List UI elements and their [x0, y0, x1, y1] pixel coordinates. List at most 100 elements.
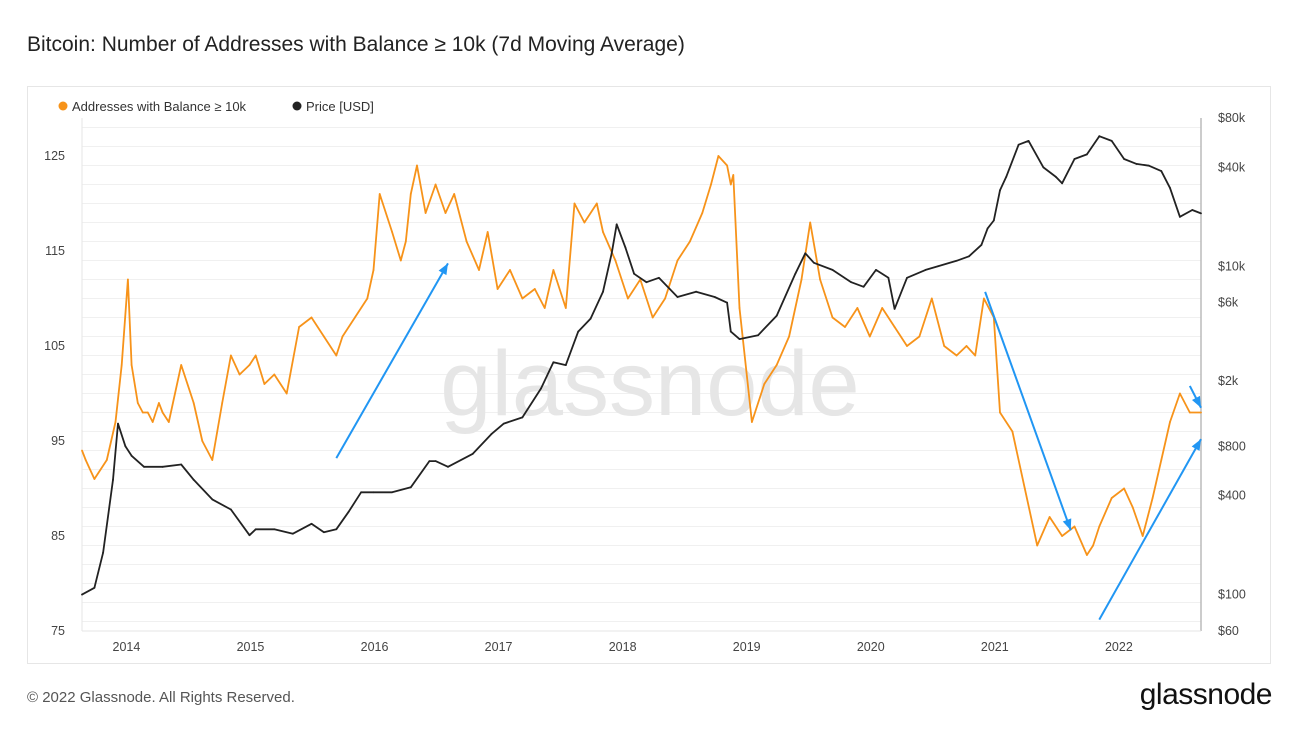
price-data-point — [117, 422, 119, 425]
legend: Addresses with Balance ≥ 10k Price [USD] — [58, 99, 374, 114]
x-tick-label: 2018 — [609, 640, 637, 654]
price-data-point — [924, 269, 927, 271]
x-tick-label: 2015 — [237, 640, 265, 654]
price-data-point — [360, 491, 363, 494]
y-left-tick-label: 125 — [44, 149, 65, 163]
addresses-data-point — [664, 297, 666, 300]
x-tick-label: 2022 — [1105, 640, 1133, 654]
addresses-data-point — [424, 212, 427, 214]
addresses-data-point — [726, 164, 728, 167]
addresses-data-point — [521, 297, 524, 300]
addresses-data-point — [710, 183, 712, 186]
addresses-data-point — [573, 202, 576, 205]
addresses-data-point — [595, 202, 598, 205]
addresses-data-point — [366, 297, 369, 300]
price-data-point — [291, 532, 294, 535]
price-data-point — [726, 301, 728, 304]
price-data-point — [738, 338, 741, 340]
legend-item-price-label: Price [USD] — [306, 99, 374, 114]
addresses-data-point — [416, 164, 418, 167]
price-data-point — [1073, 158, 1076, 160]
price-data-point — [335, 528, 338, 531]
price-data-point — [1085, 153, 1088, 156]
addresses-data-point — [127, 278, 129, 281]
addresses-data-point — [955, 354, 958, 357]
x-tick-label: 2021 — [981, 640, 1009, 654]
addresses-data-point — [263, 383, 266, 385]
price-data-point — [564, 364, 567, 366]
price-data-point — [1123, 158, 1125, 160]
addresses-data-point — [1036, 544, 1039, 547]
trend-arrow-head — [1191, 439, 1201, 451]
price-data-point — [1179, 215, 1181, 218]
addresses-data-point — [310, 316, 313, 319]
addresses-data-point — [1110, 497, 1113, 499]
price-data-point — [862, 285, 865, 288]
addresses-data-point — [404, 240, 407, 243]
price-data-point — [161, 465, 164, 468]
y-left-tick-label: 105 — [44, 339, 65, 353]
addresses-data-point — [732, 174, 735, 176]
addresses-data-point — [751, 421, 753, 423]
addresses-data-point — [399, 259, 402, 262]
price-data-point — [645, 281, 648, 284]
price-data-point — [1027, 140, 1030, 142]
addresses-data-point — [1073, 525, 1076, 528]
addresses-data-point — [335, 354, 338, 357]
addresses-data-point — [229, 354, 232, 357]
price-data-point — [502, 422, 505, 425]
trend-arrow-head — [1062, 518, 1072, 531]
price-data-point — [804, 252, 807, 255]
addresses-data-point — [93, 478, 96, 480]
left-axis: 75 85 95 105 115 125 — [44, 149, 65, 638]
addresses-data-point — [982, 297, 985, 300]
price-data-point — [633, 272, 635, 275]
price-data-point — [1098, 135, 1101, 138]
price-data-point — [1169, 187, 1171, 189]
price-data-point — [729, 330, 732, 333]
addresses-data-point — [626, 297, 629, 300]
addresses-data-point — [1011, 430, 1014, 433]
price-data-point — [102, 551, 104, 554]
addresses-data-point — [509, 269, 511, 271]
addresses-data-point — [372, 269, 375, 271]
price-data-point — [130, 454, 133, 457]
legend-item-addresses-label: Addresses with Balance ≥ 10k — [72, 99, 247, 114]
price-data-point — [1054, 176, 1057, 178]
addresses-data-point — [221, 402, 224, 404]
price-data-point — [775, 314, 778, 317]
addresses-data-point — [273, 373, 276, 376]
price-data-point — [143, 465, 145, 468]
price-data-point — [676, 296, 679, 298]
price-data-point — [875, 269, 877, 271]
addresses-data-point — [444, 212, 447, 214]
trend-arrow-line — [335, 262, 449, 459]
price-data-point — [1061, 182, 1063, 185]
price-data-point — [434, 460, 437, 463]
price-data-point — [986, 227, 989, 230]
price-data-point — [589, 317, 592, 320]
price-data-point — [1191, 209, 1194, 211]
addresses-data-point — [614, 259, 617, 262]
addresses-data-point — [906, 345, 908, 347]
price-data-point — [471, 452, 474, 455]
price-data-point — [713, 296, 716, 298]
y-left-tick-label: 75 — [51, 624, 65, 638]
addresses-data-point — [201, 440, 204, 442]
addresses-data-point — [502, 278, 505, 281]
addresses-data-point — [434, 183, 437, 186]
price-data-point — [540, 387, 542, 390]
price-data-point — [180, 463, 183, 466]
price-data-point — [1017, 143, 1020, 146]
addresses-data-point — [161, 411, 164, 414]
addresses-data-point — [763, 383, 766, 385]
addresses-data-point — [391, 231, 394, 233]
x-tick-label: 2017 — [485, 640, 513, 654]
addresses-data-point — [788, 335, 791, 338]
price-data-point — [955, 259, 958, 262]
addresses-data-point — [158, 402, 160, 404]
addresses-data-point — [881, 307, 884, 309]
addresses-data-point — [701, 212, 704, 214]
addresses-data-point — [146, 411, 149, 414]
addresses-data-point — [831, 316, 834, 319]
